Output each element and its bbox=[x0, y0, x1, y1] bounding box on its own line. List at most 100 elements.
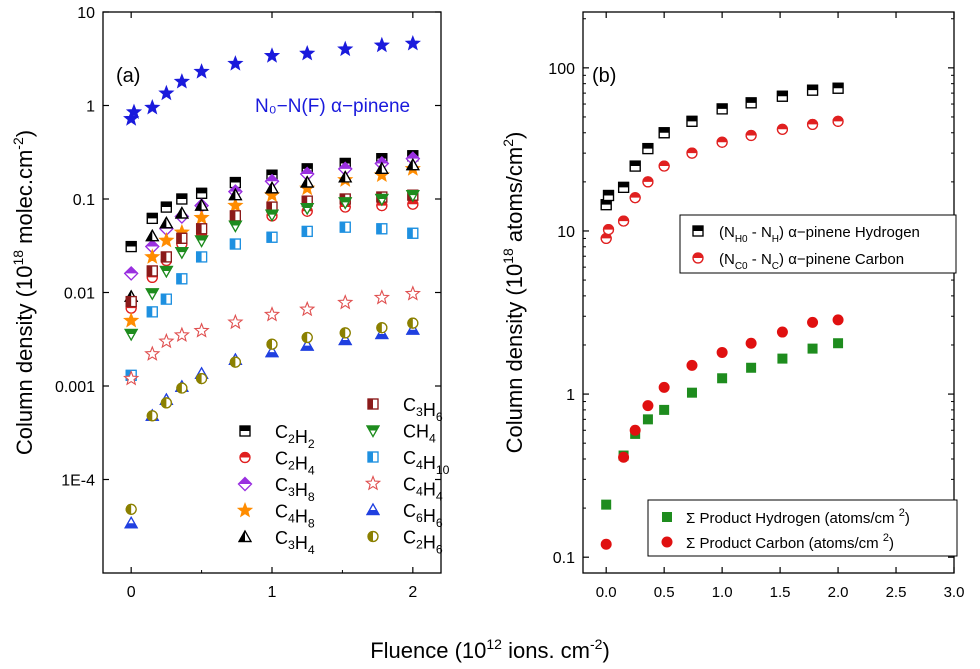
y-tick-label: 1 bbox=[566, 387, 575, 404]
data-point bbox=[301, 331, 313, 344]
y-tick-label: 0.01 bbox=[64, 286, 95, 303]
y-tick-label: 0.1 bbox=[73, 192, 95, 209]
data-point bbox=[338, 170, 353, 183]
data-point bbox=[160, 251, 172, 263]
legend-marker bbox=[692, 252, 704, 264]
data-point bbox=[195, 251, 208, 263]
series-C4H10 bbox=[125, 221, 419, 381]
series-C bbox=[600, 115, 844, 245]
data-point bbox=[617, 215, 630, 227]
data-point bbox=[228, 187, 243, 201]
data-point bbox=[194, 198, 209, 211]
data-point bbox=[716, 103, 728, 115]
data-point bbox=[123, 312, 140, 328]
data-point bbox=[807, 343, 818, 354]
data-point bbox=[228, 220, 243, 233]
data-point bbox=[833, 338, 844, 349]
data-point bbox=[195, 372, 208, 385]
data-point bbox=[338, 332, 353, 346]
legend-marker bbox=[692, 225, 704, 237]
data-point bbox=[300, 175, 315, 188]
data-point bbox=[123, 266, 139, 281]
data-point bbox=[745, 97, 757, 109]
data-point bbox=[194, 235, 209, 248]
x-tick-label: 0 bbox=[127, 584, 136, 601]
series-C2H6 bbox=[125, 317, 419, 515]
x-tick-label: 1.0 bbox=[712, 584, 733, 601]
data-point bbox=[374, 193, 389, 207]
data-point bbox=[339, 327, 351, 339]
data-point bbox=[123, 370, 140, 386]
data-point bbox=[337, 294, 354, 310]
data-point bbox=[776, 326, 788, 338]
legend-label: C3H8 bbox=[275, 475, 315, 504]
data-point bbox=[263, 306, 281, 322]
data-point bbox=[146, 212, 158, 225]
legend-label: (NC0 - NC) α−pinene Carbon bbox=[719, 251, 904, 272]
series-α-pinene bbox=[123, 35, 421, 126]
data-point bbox=[160, 397, 172, 409]
y-tick-label: 0.001 bbox=[55, 379, 95, 396]
data-point bbox=[629, 160, 641, 172]
data-point bbox=[159, 216, 174, 229]
data-point bbox=[300, 202, 315, 216]
y-tick-label: 1 bbox=[86, 99, 95, 116]
data-point bbox=[125, 295, 137, 308]
x-tick-label: 3.0 bbox=[944, 584, 965, 601]
y-tick-label: 0.1 bbox=[553, 550, 575, 567]
series-C4H4 bbox=[123, 285, 421, 386]
data-point bbox=[373, 289, 390, 305]
data-point bbox=[146, 410, 158, 422]
data-point bbox=[125, 103, 143, 119]
data-point bbox=[659, 404, 670, 415]
data-point bbox=[600, 199, 612, 211]
data-point bbox=[158, 332, 175, 349]
data-point bbox=[373, 36, 390, 53]
data-point bbox=[806, 84, 819, 96]
data-point bbox=[716, 346, 728, 358]
legend-label: C2H4 bbox=[275, 449, 315, 478]
x-tick-label: 0.5 bbox=[654, 584, 675, 601]
data-point bbox=[658, 381, 670, 393]
data-point bbox=[746, 362, 757, 373]
data-point bbox=[146, 306, 158, 318]
data-point bbox=[777, 353, 788, 364]
data-point bbox=[227, 55, 244, 71]
y-tick-label: 1E-4 bbox=[61, 473, 95, 490]
data-point bbox=[832, 115, 844, 127]
data-point bbox=[300, 338, 315, 351]
data-point bbox=[176, 273, 188, 285]
legend-marker bbox=[365, 425, 381, 438]
data-point bbox=[144, 99, 161, 115]
data-point bbox=[338, 197, 353, 210]
legend-marker bbox=[367, 398, 379, 410]
data-point bbox=[618, 451, 630, 463]
x-tick-label: 2 bbox=[408, 584, 417, 601]
series-PC bbox=[600, 314, 844, 550]
legend-label: CH4 bbox=[403, 422, 436, 446]
data-point bbox=[158, 231, 175, 248]
data-point bbox=[124, 328, 139, 342]
data-point bbox=[629, 192, 641, 204]
data-point bbox=[160, 293, 172, 305]
legend-marker bbox=[239, 451, 251, 464]
data-point bbox=[266, 338, 278, 350]
data-point bbox=[658, 160, 670, 172]
data-point bbox=[229, 356, 241, 368]
data-point bbox=[776, 90, 789, 102]
data-point bbox=[658, 127, 670, 139]
data-point bbox=[405, 322, 420, 335]
panel-b: 0.0 0.5 1.0 1.5 2.0 2.5 3.0 0.1 1 10 100 Column den… bbox=[500, 11, 965, 601]
data-point bbox=[299, 300, 316, 317]
data-point bbox=[301, 225, 313, 238]
y-tick-label: 10 bbox=[77, 5, 95, 22]
data-point bbox=[404, 285, 421, 301]
data-point bbox=[404, 35, 421, 51]
data-point bbox=[160, 201, 172, 213]
data-point bbox=[174, 206, 189, 219]
x-tick-label: 1.5 bbox=[770, 584, 791, 601]
data-point bbox=[617, 181, 630, 193]
data-point bbox=[173, 73, 190, 89]
legend-label: Σ Product Hydrogen (atoms/cm 2) bbox=[686, 507, 910, 527]
